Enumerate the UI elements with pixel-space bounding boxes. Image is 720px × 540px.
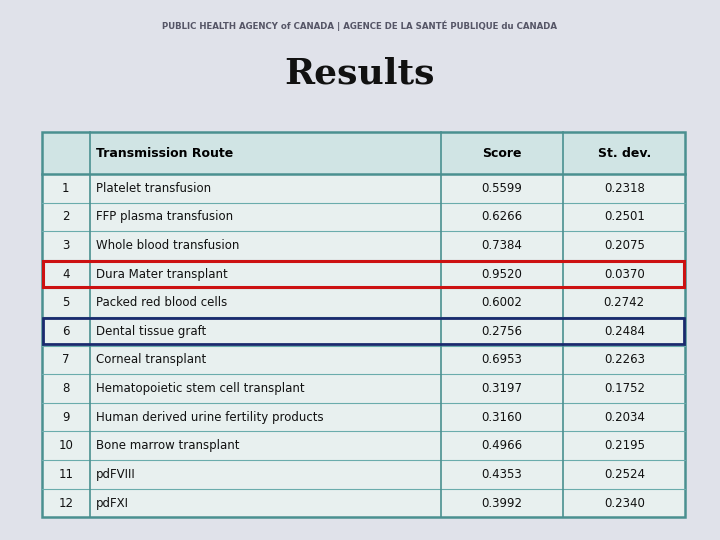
Text: 0.6953: 0.6953 xyxy=(482,353,523,367)
Bar xyxy=(42,431,685,460)
Bar xyxy=(42,346,685,374)
Text: 0.4966: 0.4966 xyxy=(482,439,523,453)
Text: 12: 12 xyxy=(58,496,73,510)
Text: Dental tissue graft: Dental tissue graft xyxy=(96,325,207,338)
Bar xyxy=(42,132,685,174)
Text: 11: 11 xyxy=(58,468,73,481)
Text: Dura Mater transplant: Dura Mater transplant xyxy=(96,267,228,281)
Text: 0.6002: 0.6002 xyxy=(482,296,523,309)
Text: 0.3160: 0.3160 xyxy=(482,410,523,424)
Text: 5: 5 xyxy=(62,296,70,309)
Bar xyxy=(43,319,684,344)
Bar xyxy=(42,288,685,317)
Text: 0.1752: 0.1752 xyxy=(604,382,645,395)
Text: pdFVIII: pdFVIII xyxy=(96,468,136,481)
Text: Score: Score xyxy=(482,146,522,160)
Bar xyxy=(42,174,685,202)
Text: 0.2501: 0.2501 xyxy=(604,210,644,224)
Text: FFP plasma transfusion: FFP plasma transfusion xyxy=(96,210,233,224)
Text: Results: Results xyxy=(284,57,436,91)
Bar xyxy=(42,374,685,403)
Text: 0.5599: 0.5599 xyxy=(482,181,523,195)
Text: 0.0370: 0.0370 xyxy=(604,267,644,281)
Text: 0.3992: 0.3992 xyxy=(482,496,523,510)
Text: PUBLIC HEALTH AGENCY of CANADA | AGENCE DE LA SANTÉ PUBLIQUE du CANADA: PUBLIC HEALTH AGENCY of CANADA | AGENCE … xyxy=(163,21,557,31)
Text: 8: 8 xyxy=(62,382,70,395)
Text: 0.2524: 0.2524 xyxy=(604,468,645,481)
Text: St. dev.: St. dev. xyxy=(598,146,651,160)
Bar xyxy=(42,317,685,346)
Text: 4: 4 xyxy=(62,267,70,281)
Text: 0.2263: 0.2263 xyxy=(604,353,645,367)
Text: 3: 3 xyxy=(62,239,70,252)
Text: 0.2034: 0.2034 xyxy=(604,410,644,424)
Text: Human derived urine fertility products: Human derived urine fertility products xyxy=(96,410,324,424)
Bar xyxy=(42,460,685,489)
Text: 0.2340: 0.2340 xyxy=(604,496,644,510)
Text: Corneal transplant: Corneal transplant xyxy=(96,353,207,367)
Bar xyxy=(42,489,685,517)
Text: Hematopoietic stem cell transplant: Hematopoietic stem cell transplant xyxy=(96,382,305,395)
Text: Whole blood transfusion: Whole blood transfusion xyxy=(96,239,240,252)
Text: 2: 2 xyxy=(62,210,70,224)
Text: 1: 1 xyxy=(62,181,70,195)
Text: 0.2484: 0.2484 xyxy=(604,325,645,338)
Bar xyxy=(43,261,684,287)
Text: 0.4353: 0.4353 xyxy=(482,468,523,481)
Text: 9: 9 xyxy=(62,410,70,424)
Text: Bone marrow transplant: Bone marrow transplant xyxy=(96,439,240,453)
Bar xyxy=(42,231,685,260)
Text: 0.3197: 0.3197 xyxy=(482,382,523,395)
Text: 0.9520: 0.9520 xyxy=(482,267,523,281)
Text: 7: 7 xyxy=(62,353,70,367)
Text: 10: 10 xyxy=(58,439,73,453)
Bar xyxy=(42,403,685,431)
Text: 0.2075: 0.2075 xyxy=(604,239,644,252)
Text: pdFXI: pdFXI xyxy=(96,496,129,510)
Bar xyxy=(42,132,685,517)
Text: 0.2195: 0.2195 xyxy=(604,439,645,453)
Text: 0.2318: 0.2318 xyxy=(604,181,644,195)
Bar xyxy=(42,202,685,231)
Bar xyxy=(42,260,685,288)
Text: 0.6266: 0.6266 xyxy=(482,210,523,224)
Text: 6: 6 xyxy=(62,325,70,338)
Text: Platelet transfusion: Platelet transfusion xyxy=(96,181,211,195)
Text: 0.7384: 0.7384 xyxy=(482,239,523,252)
Text: Transmission Route: Transmission Route xyxy=(96,146,233,160)
Text: Packed red blood cells: Packed red blood cells xyxy=(96,296,228,309)
Text: 0.2756: 0.2756 xyxy=(482,325,523,338)
Text: 0.2742: 0.2742 xyxy=(604,296,645,309)
